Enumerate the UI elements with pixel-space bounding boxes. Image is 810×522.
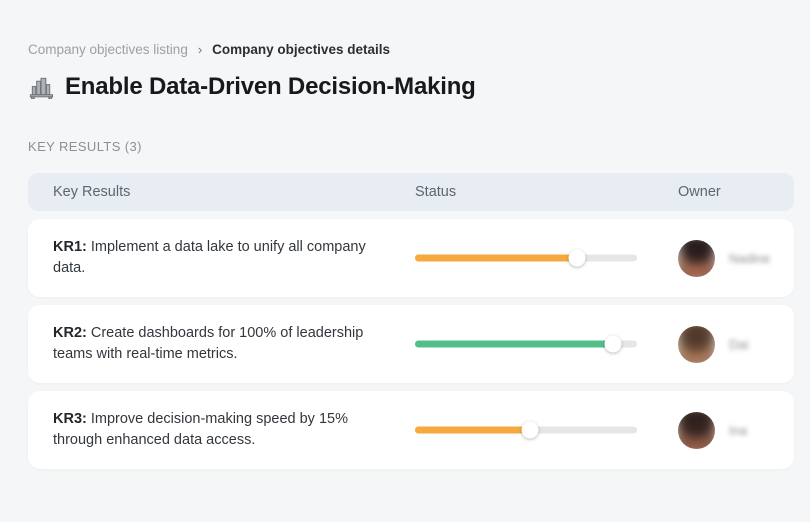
page-title-row: Enable Data-Driven Decision-Making — [28, 73, 793, 101]
table-row-kr3[interactable]: KR3: Improve decision-making speed by 15… — [28, 391, 794, 469]
kr2-description: KR2: Create dashboards for 100% of leade… — [53, 308, 415, 380]
avatar — [678, 411, 715, 449]
avatar — [678, 239, 715, 277]
cityscape-icon — [29, 77, 54, 99]
kr2-progress-slider[interactable] — [415, 335, 637, 353]
column-header-key-results: Key Results — [53, 184, 131, 200]
breadcrumb-link-objectives-listing[interactable]: Company objectives listing — [28, 42, 188, 57]
kr3-label: KR3: — [53, 411, 87, 427]
kr1-label: KR1: — [53, 239, 87, 255]
kr2-label: KR2: — [53, 325, 87, 341]
kr1-description: KR1: Implement a data lake to unify all … — [53, 222, 415, 294]
table-row-kr1[interactable]: KR1: Implement a data lake to unify all … — [28, 219, 794, 297]
page-title: Enable Data-Driven Decision-Making — [65, 73, 476, 100]
avatar — [678, 325, 715, 363]
chevron-right-icon: › — [197, 42, 203, 57]
kr2-owner-cell: Dai — [678, 325, 779, 363]
kr3-description: KR3: Improve decision-making speed by 15… — [53, 394, 415, 466]
column-header-owner: Owner — [678, 184, 721, 200]
progress-knob[interactable] — [521, 421, 539, 439]
owner-name: Dai — [729, 336, 749, 352]
kr3-text: Improve decision-making speed by 15% thr… — [53, 411, 348, 448]
kr2-text: Create dashboards for 100% of leadership… — [53, 325, 364, 362]
progress-knob[interactable] — [568, 249, 586, 267]
owner-name: Nadine — [729, 250, 771, 266]
progress-fill — [415, 340, 613, 348]
kr3-owner-cell: Ina — [678, 411, 779, 449]
progress-fill — [415, 254, 578, 262]
kr1-text: Implement a data lake to unify all compa… — [53, 239, 366, 276]
kr1-progress-slider[interactable] — [415, 249, 637, 267]
breadcrumb-current-objectives-details: Company objectives details — [212, 42, 390, 57]
column-header-status: Status — [415, 184, 457, 200]
key-results-section-label: KEY RESULTS (3) — [28, 139, 142, 154]
key-results-table: Key Results Status Owner KR1: Implement … — [28, 173, 794, 469]
breadcrumb: Company objectives listing › Company obj… — [28, 42, 793, 57]
progress-fill — [415, 426, 531, 434]
kr3-progress-slider[interactable] — [415, 421, 637, 439]
owner-name: Ina — [729, 422, 748, 438]
kr1-owner-cell: Nadine — [678, 239, 779, 277]
objective-details-page: Company objectives listing › Company obj… — [28, 42, 794, 469]
table-header-row: Key Results Status Owner — [28, 173, 794, 211]
table-row-kr2[interactable]: KR2: Create dashboards for 100% of leade… — [28, 305, 794, 383]
progress-knob[interactable] — [604, 335, 622, 353]
